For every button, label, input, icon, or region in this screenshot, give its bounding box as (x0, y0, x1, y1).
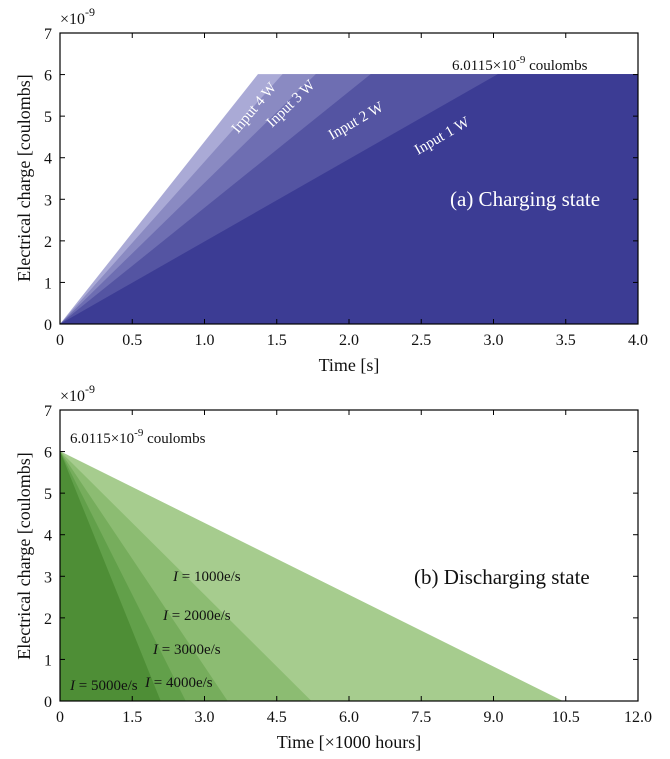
discharging-x-tick-label: 4.5 (267, 709, 287, 726)
discharging-series-areas (60, 451, 563, 701)
charging-y-tick-label: 0 (44, 317, 52, 334)
discharging-chart: 0 1.5 3.0 4.5 6.0 7.5 9.0 10.5 12.0 0 1 2 3 4 5 6 7 I =… (14, 382, 652, 752)
charging-area-input-1-w (60, 74, 638, 325)
discharging-y-axis-label: Electrical charge [coulombs] (14, 452, 34, 660)
charging-y-ticks: 0 1 2 3 4 5 6 7 (44, 26, 638, 334)
discharging-y-tick-label: 6 (44, 445, 52, 462)
charging-y-tick-label: 6 (44, 68, 52, 85)
charging-y-tick-label: 5 (44, 109, 52, 126)
discharging-x-tick-label: 3.0 (195, 709, 215, 726)
discharging-max-annotation: 6.0115×10-9 coulombs (70, 427, 206, 447)
discharging-x-tick-label: 9.0 (484, 709, 504, 726)
charging-x-tick-label: 2.5 (411, 332, 431, 349)
charging-x-tick-label: 3.0 (484, 332, 504, 349)
discharging-series-label: I = 4000e/s (144, 675, 213, 691)
discharging-panel-title: (b) Discharging state (414, 565, 590, 589)
discharging-y-tick-label: 4 (44, 528, 52, 545)
discharging-series-labels: I = 1000e/s I = 2000e/s I = 3000e/s I = 400… (69, 569, 241, 694)
discharging-plot-area (59, 409, 639, 702)
charging-y-tick-label: 7 (44, 26, 52, 43)
charging-x-tick-label: 0.5 (122, 332, 142, 349)
charging-y-tick-label: 3 (44, 192, 52, 209)
charging-x-tick-label: 0 (56, 332, 64, 349)
discharging-x-tick-label: 12.0 (624, 709, 652, 726)
charging-x-tick-label: 2.0 (339, 332, 359, 349)
charging-panel-title: (a) Charging state (450, 187, 600, 211)
charging-x-axis-label: Time [s] (319, 355, 380, 375)
charging-y-multiplier: ×10-9 (60, 5, 95, 28)
discharging-y-multiplier: ×10-9 (60, 382, 95, 405)
discharging-x-axis-label: Time [×1000 hours] (277, 732, 422, 752)
discharging-x-ticks: 0 1.5 3.0 4.5 6.0 7.5 9.0 10.5 12.0 (56, 410, 652, 726)
charging-y-tick-label: 4 (44, 151, 52, 168)
discharging-y-tick-label: 0 (44, 694, 52, 711)
charging-plot-area (59, 32, 639, 325)
discharging-y-tick-label: 7 (44, 403, 52, 420)
discharging-y-tick-label: 5 (44, 486, 52, 503)
discharging-y-tick-label: 2 (44, 611, 52, 628)
charging-x-tick-label: 3.5 (556, 332, 576, 349)
discharging-x-tick-label: 0 (56, 709, 64, 726)
discharging-series-label: I = 2000e/s (162, 608, 231, 624)
discharging-x-tick-label: 6.0 (339, 709, 359, 726)
charging-max-annotation: 6.0115×10-9 coulombs (452, 54, 588, 74)
charging-y-axis-label: Electrical charge [coulombs] (14, 74, 34, 282)
discharging-area-5000e-s (60, 451, 161, 701)
discharging-series-label: I = 5000e/s (69, 678, 138, 694)
discharging-x-tick-label: 10.5 (552, 709, 580, 726)
discharging-series-label: I = 1000e/s (172, 569, 241, 585)
discharging-series-label: I = 3000e/s (152, 642, 221, 658)
discharging-y-tick-label: 3 (44, 569, 52, 586)
charging-x-tick-label: 1.0 (195, 332, 215, 349)
charging-y-tick-label: 2 (44, 234, 52, 251)
discharging-x-tick-label: 7.5 (411, 709, 431, 726)
charging-x-tick-label: 4.0 (628, 332, 648, 349)
charging-x-tick-label: 1.5 (267, 332, 287, 349)
charging-y-tick-label: 1 (44, 275, 52, 292)
discharging-x-tick-label: 1.5 (122, 709, 142, 726)
discharging-y-ticks: 0 1 2 3 4 5 6 7 (44, 403, 638, 711)
charging-x-ticks: 0 0.5 1.0 1.5 2.0 2.5 3.0 3.5 4.0 (56, 33, 648, 349)
charging-series-areas (60, 74, 638, 325)
discharging-y-tick-label: 1 (44, 652, 52, 669)
